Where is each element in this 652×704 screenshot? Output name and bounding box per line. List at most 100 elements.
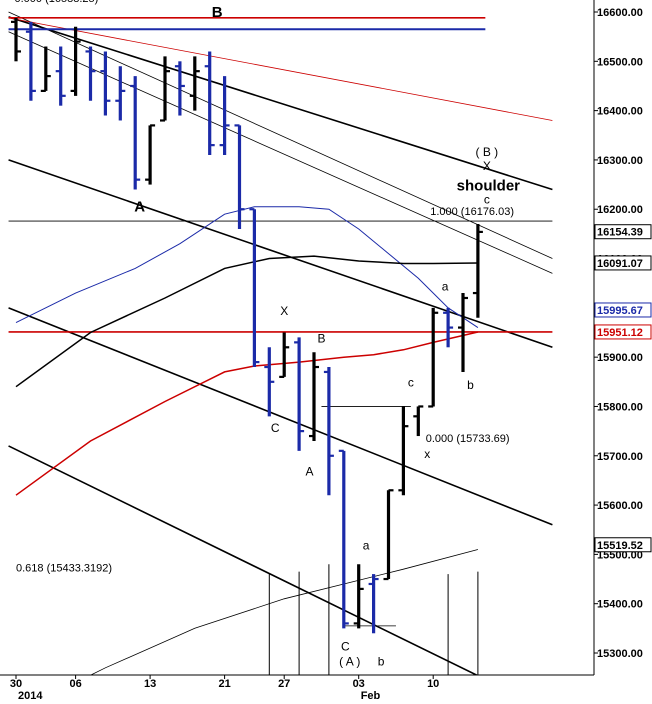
price-tag-box	[594, 302, 652, 318]
x-tick-sublabel: 2014	[18, 690, 43, 702]
y-tick-label: 16400.00	[597, 106, 643, 118]
ma-black-line	[15, 255, 478, 388]
annotation-21: 0.618 (15433.3192)	[16, 563, 112, 575]
annotation-0: 0.000 (16588.25)	[15, 0, 99, 5]
annotation-1: B	[212, 4, 223, 21]
price-tag-box	[594, 324, 652, 340]
annotation-19: c	[484, 192, 490, 206]
ohlc-bar-31	[472, 224, 483, 318]
price-tag-label: 16091.07	[597, 258, 643, 270]
y-tick-label: 16500.00	[597, 56, 643, 68]
ohlc-bar-28	[428, 307, 439, 408]
x-tick-sublabel: Feb	[361, 690, 381, 702]
annotation-6: A	[306, 464, 314, 478]
ohlc-bar-22	[338, 449, 349, 629]
x-tick-label: 13	[144, 678, 156, 690]
annotation-4: B	[317, 331, 325, 345]
x-tick-label: 27	[278, 678, 290, 690]
y-tick-label: 15700.00	[597, 451, 643, 463]
channel-line-3	[8, 445, 479, 675]
y-tick-label: 16200.00	[597, 204, 643, 216]
ohlc-bar-19	[294, 337, 305, 451]
price-tag-box	[594, 537, 652, 553]
annotation-17: X	[483, 159, 491, 173]
ohlc-bar-27	[413, 405, 424, 437]
ohlc-bar-11	[174, 61, 185, 116]
y-tick-label: 15800.00	[597, 401, 643, 413]
ohlc-bar-5	[85, 46, 96, 101]
ohlc-bar-4	[70, 26, 81, 96]
ohlc-bar-16	[249, 208, 260, 368]
channel-line-1	[8, 16, 553, 191]
annotation-3: X	[280, 304, 288, 318]
annotation-2: A	[134, 199, 145, 216]
x-tick-label: 10	[427, 678, 439, 690]
ohlc-bar-20	[309, 352, 319, 441]
ma-long-thin-line	[90, 549, 479, 675]
y-tick-label: 15900.00	[597, 352, 643, 364]
annotation-11: c	[408, 376, 414, 390]
ohlc-bar-23	[353, 564, 364, 629]
ohlc-bar-3	[55, 46, 66, 106]
ma-blue-thin-line	[15, 206, 479, 329]
channel-line-4	[8, 11, 553, 259]
y-tick-label: 15500.00	[597, 549, 643, 561]
annotation-20: 1.000 (16176.03)	[430, 206, 514, 218]
price-tag-box	[594, 255, 652, 271]
y-tick-label: 16300.00	[597, 155, 643, 167]
annotation-10: b	[378, 654, 385, 668]
ohlc-bar-18	[279, 332, 290, 378]
price-tag-label: 15995.67	[597, 305, 643, 317]
channel-line-2	[8, 307, 553, 526]
ohlc-bar-26	[398, 406, 409, 496]
ohlc-bar-0	[11, 17, 21, 62]
ohlc-bar-14	[219, 76, 230, 155]
annotation-12: x	[424, 447, 430, 461]
x-tick-label: 06	[69, 678, 81, 690]
ohlc-bar-7	[115, 66, 126, 121]
channel-line-6	[8, 17, 553, 121]
annotation-5: C	[271, 421, 280, 435]
ohlc-bar-6	[100, 51, 111, 116]
annotation-7: a	[363, 538, 370, 552]
price-tag-label: 16154.39	[597, 227, 643, 239]
ohlc-bar-12	[189, 56, 200, 111]
ohlc-bar-25	[383, 489, 394, 581]
y-tick-label: 15400.00	[597, 599, 643, 611]
y-tick-label: 15300.00	[597, 648, 643, 660]
ohlc-bar-17	[264, 347, 275, 417]
annotation-13: 0.000 (15733.69)	[426, 433, 510, 445]
ohlc-bar-1	[25, 21, 36, 101]
x-tick-label: 03	[353, 678, 365, 690]
ohlc-bar-9	[145, 124, 156, 185]
indicator-layer	[8, 11, 553, 675]
annotation-8: C	[341, 640, 350, 654]
price-tag-label: 15519.52	[597, 540, 643, 552]
ohlc-bar-21	[323, 367, 334, 496]
bars-layer	[11, 17, 483, 634]
ohlc-bar-15	[234, 124, 245, 229]
price-tag-box	[594, 224, 652, 240]
x-tick-label: 30	[10, 678, 22, 690]
price-tag-label: 15951.12	[597, 327, 643, 339]
ohlc-bar-29	[443, 307, 454, 348]
annotation-15: b	[467, 378, 474, 392]
ohlc-bar-8	[130, 76, 141, 190]
ohlc-bar-2	[40, 46, 51, 92]
ohlc-bar-10	[160, 56, 170, 122]
channel-line-5	[8, 31, 553, 274]
y-tick-label: 16600.00	[597, 7, 643, 19]
y-tick-label: 15600.00	[597, 500, 643, 512]
ohlc-bar-24	[368, 574, 379, 634]
annotation-16: ( B )	[476, 145, 499, 159]
annotation-9: ( A )	[339, 654, 360, 668]
annotation-18: shoulder	[457, 177, 521, 194]
ohlc-bar-13	[204, 51, 215, 155]
ohlc-bar-30	[458, 293, 468, 372]
annotation-14: a	[442, 280, 449, 294]
